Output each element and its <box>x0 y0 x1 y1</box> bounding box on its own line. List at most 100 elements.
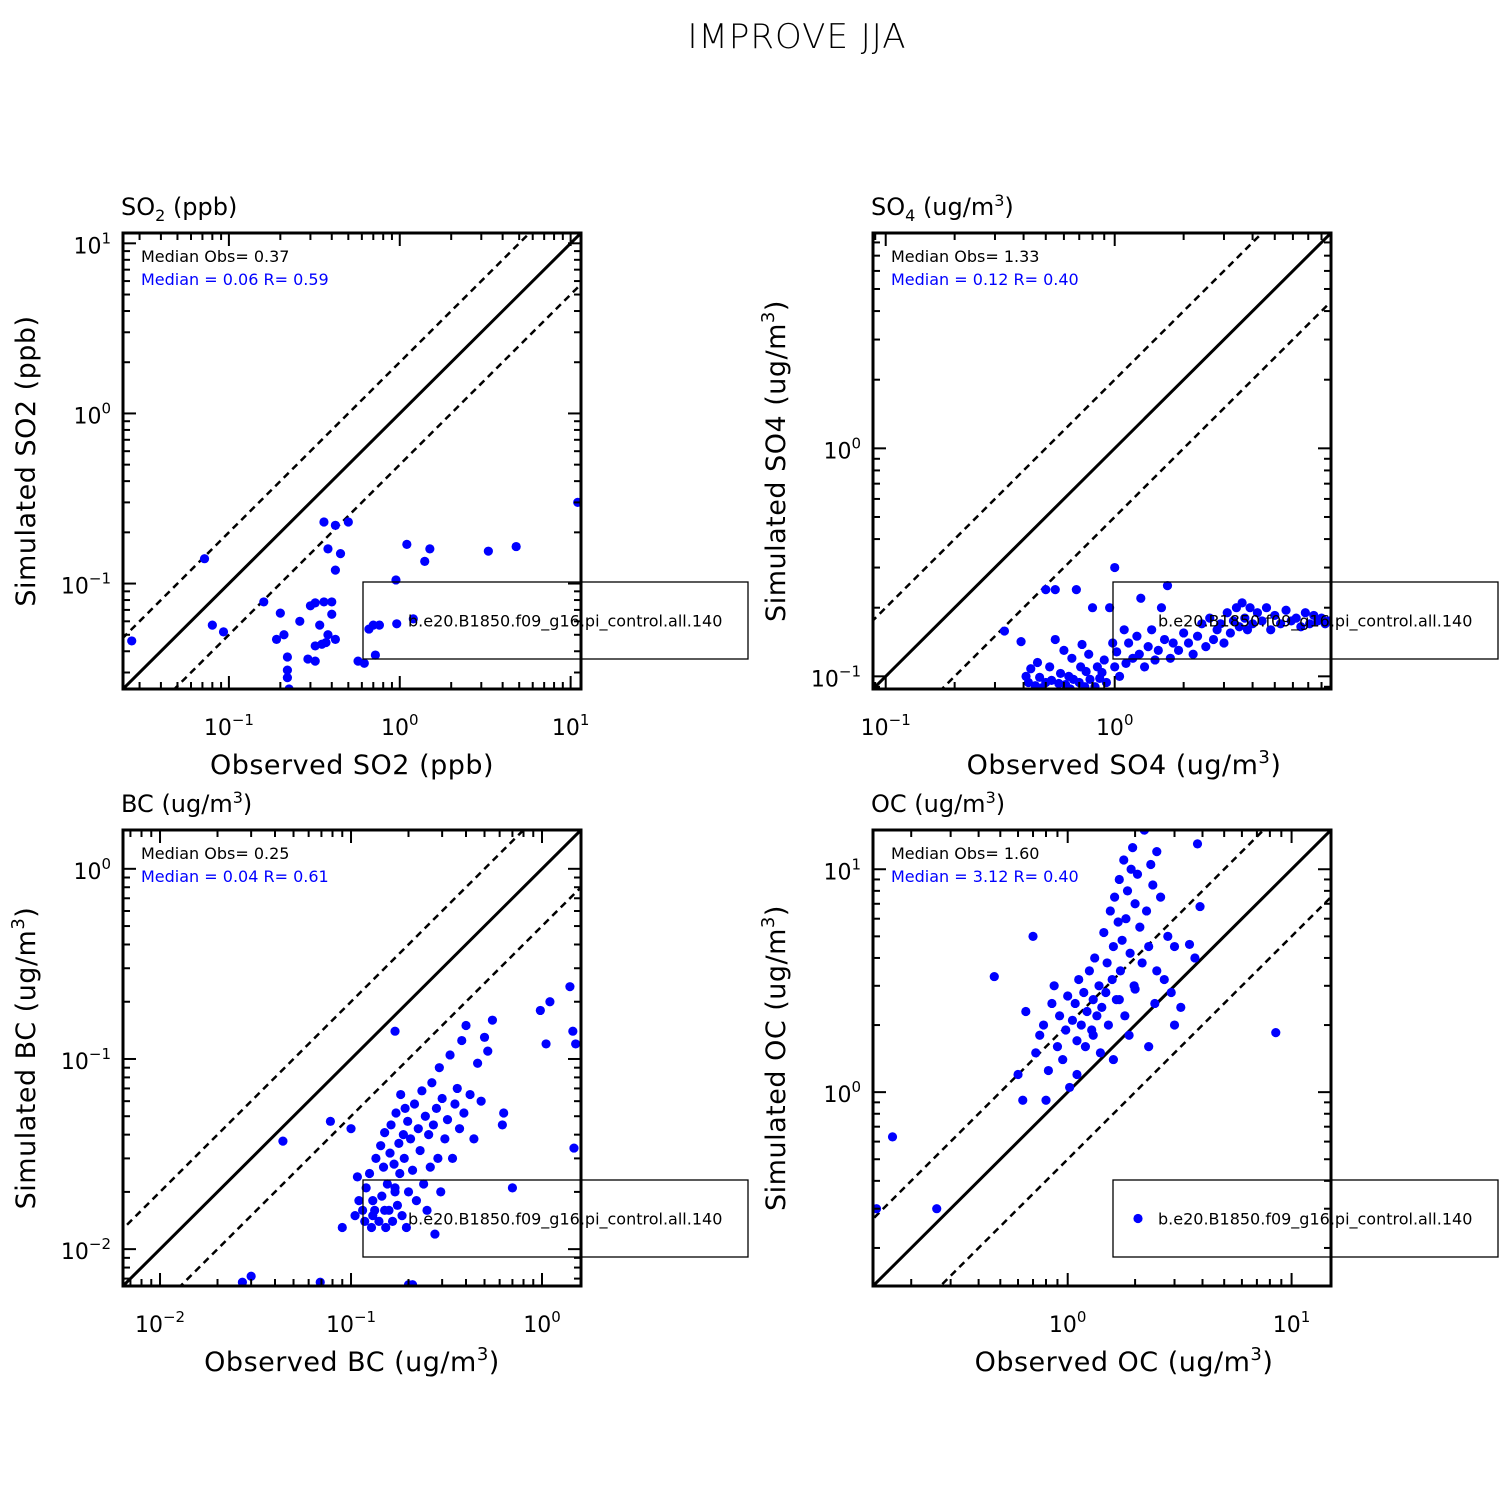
data-point <box>1076 1020 1086 1030</box>
data-point <box>1156 603 1167 613</box>
data-point <box>433 1153 443 1164</box>
data-point <box>457 1035 467 1046</box>
legend-box <box>1112 1179 1499 1258</box>
data-point <box>437 1093 447 1104</box>
data-point <box>1245 603 1255 613</box>
one-to-one-line <box>123 233 581 689</box>
legend-label: b.e20.B1850.f09_g16.pi_control.all.140 <box>1158 1210 1472 1230</box>
data-point <box>1026 664 1036 674</box>
data-point <box>1016 637 1026 647</box>
data-point <box>1041 585 1051 595</box>
data-point <box>295 616 305 626</box>
one-to-one-line <box>873 233 1331 689</box>
median-obs-text: Median Obs= 0.37 <box>141 247 289 266</box>
data-point <box>445 1050 455 1060</box>
data-point <box>218 627 229 637</box>
data-point <box>397 1211 407 1221</box>
data-point <box>1247 619 1258 629</box>
data-point <box>499 1108 509 1118</box>
data-point <box>1137 958 1147 968</box>
legend-marker <box>1133 1213 1143 1224</box>
data-point <box>1110 892 1120 902</box>
data-point <box>409 1099 420 1109</box>
data-point <box>1296 622 1306 632</box>
x-tick-label: 10−2 <box>135 1308 185 1338</box>
data-point <box>425 544 435 554</box>
chart-panel-2: b.e20.B1850.f09_g16.pi_control.all.140 10… <box>758 191 1499 781</box>
data-point <box>1101 677 1112 688</box>
data-point <box>330 565 340 575</box>
data-point <box>1184 939 1195 950</box>
data-point <box>1169 1020 1180 1030</box>
data-point <box>1107 974 1117 985</box>
data-point <box>366 1222 377 1233</box>
data-point <box>1165 653 1175 663</box>
factor-two-lower-line <box>940 299 1331 689</box>
data-point <box>413 1124 423 1134</box>
one-to-one-line <box>873 830 1331 1286</box>
data-point <box>368 1195 378 1206</box>
data-point <box>402 539 412 549</box>
data-point <box>370 650 380 660</box>
data-point <box>1043 1065 1054 1076</box>
x-tick-label: 10−1 <box>861 711 911 741</box>
data-point <box>1115 966 1126 976</box>
y-tick-label: 101 <box>73 229 111 259</box>
data-point <box>497 1120 507 1130</box>
data-point <box>1058 1054 1068 1065</box>
data-point <box>400 1103 410 1113</box>
data-point <box>259 597 269 607</box>
data-point <box>323 630 333 640</box>
data-point <box>377 1191 387 1201</box>
chart-panel-3: b.e20.B1850.f09_g16.pi_control.all.140 10… <box>8 788 749 1378</box>
x-tick-label: 10−1 <box>326 1308 376 1338</box>
data-point <box>1159 974 1169 985</box>
data-point <box>1102 958 1112 968</box>
data-point <box>346 1124 356 1134</box>
data-point <box>1088 995 1098 1005</box>
data-point <box>454 1124 465 1134</box>
data-point <box>1143 642 1153 652</box>
data-point <box>1201 642 1211 652</box>
data-point <box>1035 672 1045 682</box>
data-point <box>378 1162 389 1172</box>
data-point <box>390 1183 400 1193</box>
data-point <box>1163 931 1173 941</box>
data-point <box>1128 843 1138 853</box>
data-point <box>1108 941 1118 952</box>
data-point <box>327 609 337 619</box>
data-point <box>1132 869 1143 879</box>
y-axis-label: Simulated SO2 (ppb) <box>11 315 42 606</box>
data-point <box>1110 662 1120 672</box>
data-point <box>545 997 555 1007</box>
data-point <box>1144 1042 1154 1052</box>
data-point <box>571 1039 581 1049</box>
data-point <box>315 620 325 630</box>
data-point <box>1077 639 1087 650</box>
data-point <box>1234 622 1244 632</box>
data-point <box>419 1179 429 1189</box>
y-tick-label: 100 <box>73 855 111 885</box>
data-point <box>1119 625 1129 635</box>
data-point <box>1124 1030 1134 1040</box>
data-point <box>354 1195 364 1206</box>
data-point <box>1049 981 1059 991</box>
data-point <box>424 1130 434 1140</box>
y-tick-label: 100 <box>823 1078 861 1108</box>
data-point <box>391 575 401 585</box>
x-tick-label: 100 <box>1049 1308 1087 1338</box>
data-point <box>1065 1082 1075 1093</box>
data-point <box>1045 662 1055 672</box>
y-tick-label: 10−1 <box>811 662 861 692</box>
median-sim-text: Median = 3.12 R= 0.40 <box>891 867 1079 886</box>
data-point <box>1176 1002 1186 1013</box>
data-point <box>319 517 329 527</box>
data-point <box>1148 880 1158 890</box>
data-point <box>392 619 402 629</box>
data-point <box>1324 616 1331 626</box>
data-point <box>442 1114 453 1125</box>
data-point <box>1197 619 1207 629</box>
data-point <box>465 1089 475 1100</box>
data-point <box>407 1165 418 1175</box>
